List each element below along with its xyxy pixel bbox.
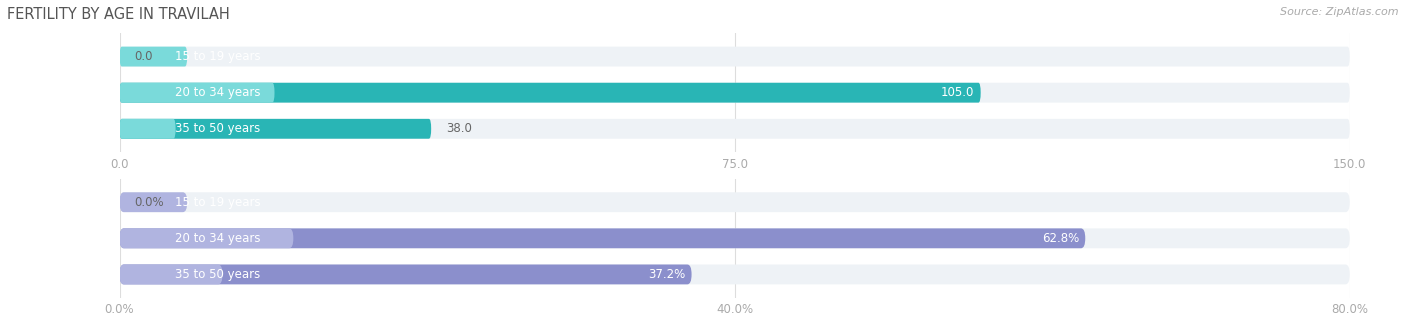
Text: Source: ZipAtlas.com: Source: ZipAtlas.com <box>1281 7 1399 17</box>
FancyBboxPatch shape <box>120 264 222 284</box>
Text: 20 to 34 years: 20 to 34 years <box>176 232 262 245</box>
FancyBboxPatch shape <box>120 83 981 103</box>
Text: FERTILITY BY AGE IN TRAVILAH: FERTILITY BY AGE IN TRAVILAH <box>7 7 229 22</box>
Text: 0.0%: 0.0% <box>135 196 165 209</box>
FancyBboxPatch shape <box>120 228 1350 248</box>
FancyBboxPatch shape <box>120 47 187 67</box>
FancyBboxPatch shape <box>120 119 176 139</box>
FancyBboxPatch shape <box>120 119 1350 139</box>
FancyBboxPatch shape <box>120 264 692 284</box>
Text: 20 to 34 years: 20 to 34 years <box>176 86 262 99</box>
FancyBboxPatch shape <box>120 83 274 103</box>
FancyBboxPatch shape <box>120 228 294 248</box>
FancyBboxPatch shape <box>120 83 1350 103</box>
Text: 15 to 19 years: 15 to 19 years <box>176 196 262 209</box>
Text: 35 to 50 years: 35 to 50 years <box>176 268 260 281</box>
Text: 105.0: 105.0 <box>941 86 974 99</box>
Text: 38.0: 38.0 <box>446 122 472 135</box>
FancyBboxPatch shape <box>120 192 1350 212</box>
FancyBboxPatch shape <box>120 192 187 212</box>
FancyBboxPatch shape <box>120 47 1350 67</box>
FancyBboxPatch shape <box>120 228 1085 248</box>
FancyBboxPatch shape <box>120 119 432 139</box>
Text: 0.0: 0.0 <box>135 50 153 63</box>
Text: 62.8%: 62.8% <box>1042 232 1080 245</box>
Text: 35 to 50 years: 35 to 50 years <box>176 122 260 135</box>
Text: 15 to 19 years: 15 to 19 years <box>176 50 262 63</box>
Text: 37.2%: 37.2% <box>648 268 686 281</box>
FancyBboxPatch shape <box>120 264 1350 284</box>
